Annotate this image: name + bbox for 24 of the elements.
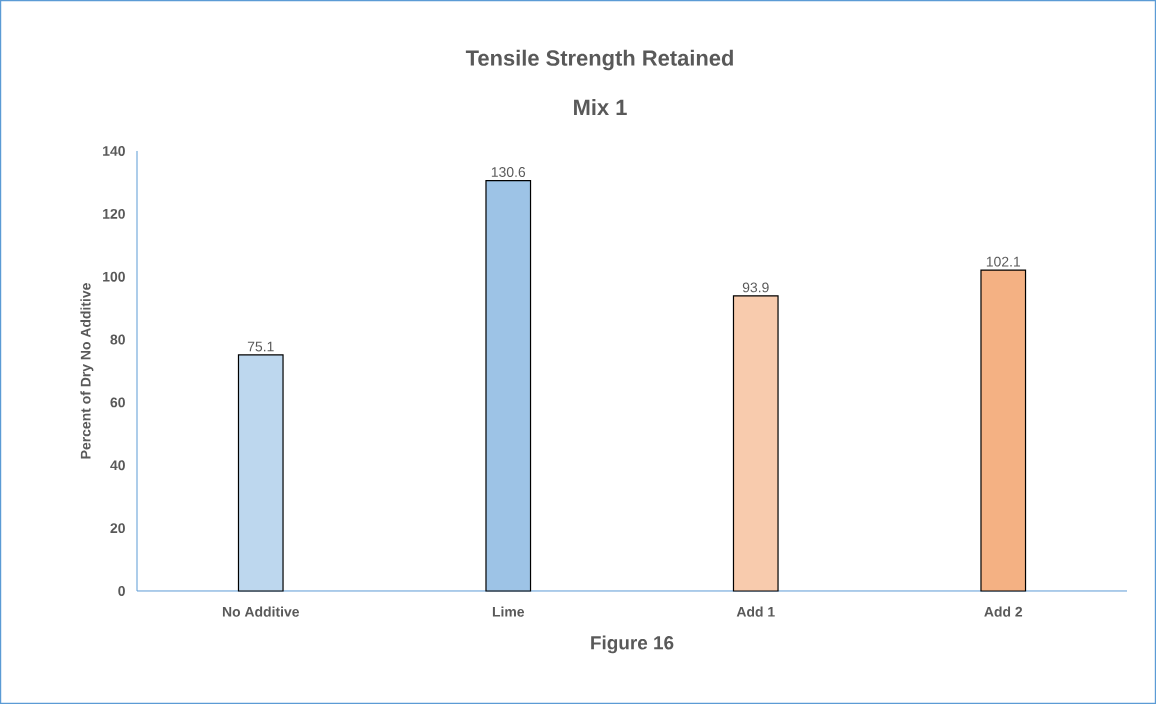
data-label: 130.6 — [491, 167, 526, 178]
x-tick-label: Add 2 — [984, 606, 1023, 617]
bar — [980, 269, 1027, 592]
y-tick-label: 80 — [110, 334, 125, 345]
y-tick-label: 0 — [118, 586, 125, 596]
data-label: 93.9 — [742, 282, 769, 293]
y-tick-label: 100 — [103, 271, 125, 282]
y-tick-label: 140 — [103, 146, 125, 156]
bar — [732, 295, 779, 592]
y-tick-label: 60 — [110, 397, 125, 408]
x-tick-label: Lime — [492, 606, 525, 617]
data-label: 102.1 — [986, 256, 1021, 267]
chart-subtitle: Mix 1 — [574, 99, 627, 115]
y-tick-label: 40 — [110, 460, 125, 471]
bar — [485, 179, 532, 592]
x-tick-label: No Additive — [222, 606, 300, 617]
y-tick-label: 20 — [110, 523, 125, 534]
x-axis-title: Figure 16 — [591, 635, 674, 654]
data-label: 75.1 — [247, 341, 274, 352]
x-tick-label: Add 1 — [736, 606, 775, 617]
bar — [237, 354, 284, 592]
chart-title: Tensile Strength Retained — [465, 49, 733, 71]
y-axis-title: Percent of Dry No Additive — [80, 283, 94, 459]
y-tick-label: 120 — [103, 208, 125, 219]
